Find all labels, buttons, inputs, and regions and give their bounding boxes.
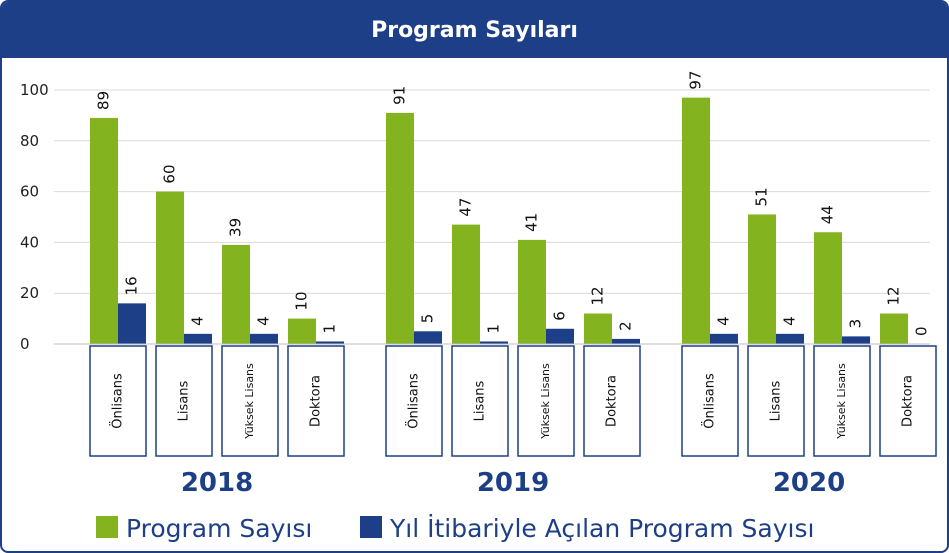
category-box xyxy=(287,345,345,457)
y-tick-label: 80 xyxy=(20,132,39,150)
x-tick-label: Lisans xyxy=(177,380,192,421)
x-tick-label: Yüksek Lisans xyxy=(539,363,552,440)
bar-acilan-program xyxy=(842,336,870,344)
data-label: 4 xyxy=(781,316,799,326)
bar-program-sayisi xyxy=(748,214,776,344)
data-label: 5 xyxy=(419,314,437,324)
year-label: 2020 xyxy=(773,468,845,498)
data-label: 12 xyxy=(885,286,903,305)
category-box xyxy=(155,345,213,457)
data-label: 91 xyxy=(391,86,409,105)
bar-acilan-program xyxy=(546,328,574,344)
data-label: 10 xyxy=(293,292,311,311)
data-label: 47 xyxy=(457,198,475,217)
bar-acilan-program xyxy=(480,341,508,344)
data-label: 1 xyxy=(321,324,339,334)
bar-program-sayisi xyxy=(880,313,908,344)
bar-acilan-program xyxy=(414,331,442,344)
legend-label-program: Program Sayısı xyxy=(126,514,312,543)
data-label: 0 xyxy=(913,326,931,336)
category-box xyxy=(517,345,575,457)
data-label: 97 xyxy=(687,71,705,90)
bar-acilan-program xyxy=(118,303,146,344)
y-tick-label: 40 xyxy=(20,233,39,251)
data-label: 44 xyxy=(819,205,837,224)
data-label: 60 xyxy=(161,165,179,184)
data-label: 12 xyxy=(589,286,607,305)
data-label: 41 xyxy=(523,213,541,232)
bar-program-sayisi xyxy=(682,97,710,345)
bar-acilan-program xyxy=(250,333,278,344)
category-box xyxy=(385,345,443,457)
data-label: 6 xyxy=(551,311,569,321)
legend-swatch-program xyxy=(96,516,118,538)
data-label: 39 xyxy=(227,218,245,237)
bar-acilan-program xyxy=(776,333,804,344)
x-tick-label: Yüksek Lisans xyxy=(835,363,848,440)
y-tick-label: 0 xyxy=(20,335,30,353)
bar-program-sayisi xyxy=(156,191,184,344)
data-label: 4 xyxy=(189,316,207,326)
category-box xyxy=(879,345,937,457)
bar-acilan-program xyxy=(184,333,212,344)
legend-label-opened: Yıl İtibariyle Açılan Program Sayısı xyxy=(389,514,814,543)
bar-program-sayisi xyxy=(386,112,414,344)
data-label: 89 xyxy=(95,91,113,110)
x-tick-label: Lisans xyxy=(769,380,784,421)
bar-program-sayisi xyxy=(584,313,612,344)
x-tick-label: Doktora xyxy=(605,375,620,427)
x-tick-label: Önlisans xyxy=(109,373,126,429)
category-box xyxy=(221,345,279,457)
x-tick-label: Lisans xyxy=(473,380,488,421)
bar-program-sayisi xyxy=(452,224,480,344)
x-tick-label: Yüksek Lisans xyxy=(243,363,256,440)
category-box xyxy=(583,345,641,457)
data-label: 16 xyxy=(123,276,141,295)
bar-acilan-program xyxy=(612,338,640,344)
data-label: 51 xyxy=(753,187,771,206)
year-label: 2018 xyxy=(181,468,253,498)
year-label: 2019 xyxy=(477,468,549,498)
data-label: 4 xyxy=(715,316,733,326)
data-label: 4 xyxy=(255,316,273,326)
x-tick-label: Doktora xyxy=(309,375,324,427)
y-tick-label: 20 xyxy=(20,284,39,302)
chart-title: Program Sayıları xyxy=(2,2,947,58)
data-label: 3 xyxy=(847,319,865,329)
data-label: 2 xyxy=(617,321,635,331)
category-box xyxy=(451,345,509,457)
y-tick-label: 60 xyxy=(20,183,39,201)
category-box xyxy=(813,345,871,457)
bar-program-sayisi xyxy=(814,232,842,344)
bar-program-sayisi xyxy=(288,318,316,344)
legend-swatch-opened xyxy=(360,516,382,538)
x-tick-label: Önlisans xyxy=(701,373,718,429)
category-box xyxy=(747,345,805,457)
category-box xyxy=(89,345,147,457)
bar-acilan-program xyxy=(710,333,738,344)
bar-program-sayisi xyxy=(518,239,546,344)
x-tick-label: Doktora xyxy=(901,375,916,427)
bar-acilan-program xyxy=(316,341,344,344)
y-tick-label: 100 xyxy=(20,81,49,99)
bar-program-sayisi xyxy=(222,244,250,344)
category-box xyxy=(681,345,739,457)
data-label: 1 xyxy=(485,324,503,334)
x-tick-label: Önlisans xyxy=(405,373,422,429)
bar-program-sayisi xyxy=(90,117,118,344)
